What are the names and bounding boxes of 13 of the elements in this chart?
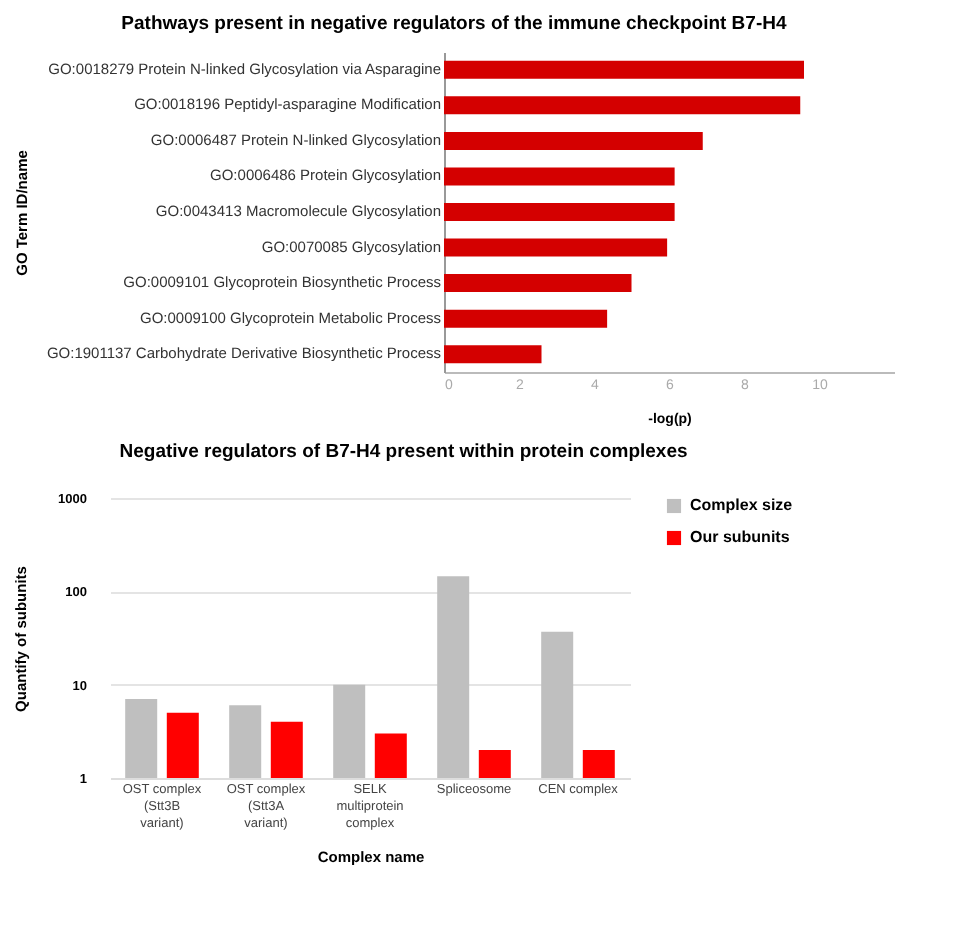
legend-label: Our subunits — [690, 528, 791, 546]
legend-label: Complex size — [690, 496, 794, 514]
bar — [444, 203, 675, 221]
bar — [444, 60, 804, 79]
chart-title: Pathways present in negative regulators of the immune checkpoint B7-H4 — [121, 13, 788, 35]
bar — [444, 274, 632, 293]
bar — [444, 309, 608, 328]
bar — [444, 238, 668, 257]
bar — [444, 345, 542, 364]
bar — [444, 131, 703, 150]
bar — [444, 96, 801, 115]
chart-title: Negative regulators of B7-H4 present within protein complexes — [119, 441, 688, 463]
bar — [444, 167, 675, 186]
